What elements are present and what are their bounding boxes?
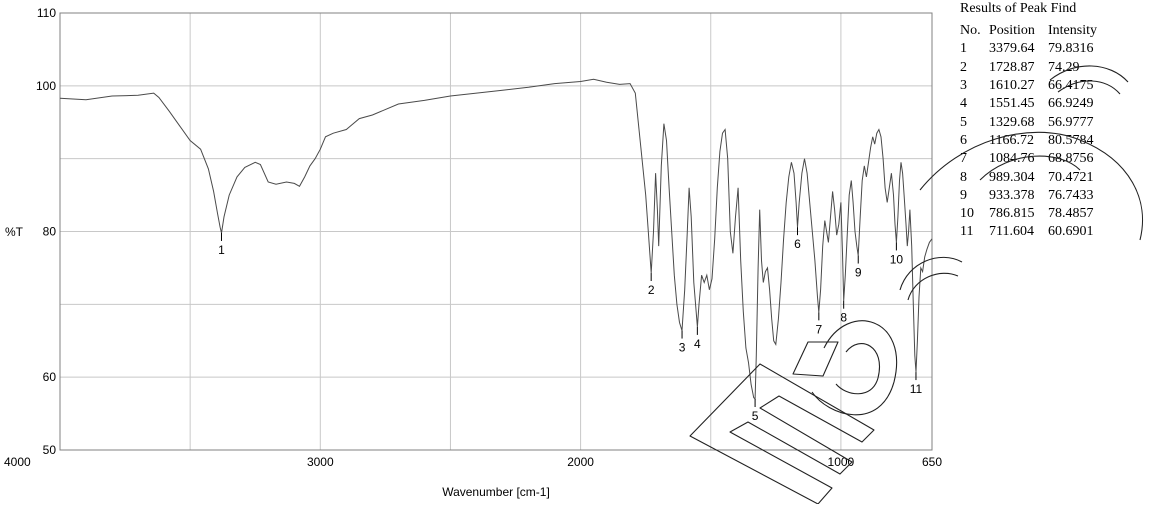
peak-position-cell: 3379.64 bbox=[989, 41, 1035, 57]
peak-table-row: 11 711.604 60.6901 bbox=[960, 223, 1112, 241]
x-tick-label: 1000 bbox=[828, 455, 855, 469]
y-tick-label: 50 bbox=[43, 443, 57, 457]
peak-no-cell: 10 bbox=[960, 206, 974, 222]
peak-intensity-cell: 74.29 bbox=[1048, 59, 1080, 75]
peak-intensity-cell: 79.8316 bbox=[1048, 41, 1094, 57]
peak-no-cell: 3 bbox=[960, 78, 967, 94]
peak-labels: 1 2 3 4 5 6 7 8 9 10 11 bbox=[218, 227, 923, 423]
y-tick-label: 80 bbox=[43, 225, 57, 239]
x-tick-label: 3000 bbox=[307, 455, 334, 469]
peak-table-row: 2 1728.87 74.29 bbox=[960, 59, 1112, 77]
peak-table-row: 9 933.378 76.7433 bbox=[960, 187, 1112, 205]
peak-intensity-cell: 76.7433 bbox=[1048, 187, 1094, 203]
peak-no-cell: 9 bbox=[960, 187, 967, 203]
peak-label: 7 bbox=[815, 322, 822, 336]
peak-intensity-cell: 66.4175 bbox=[1048, 78, 1094, 94]
peak-no-cell: 4 bbox=[960, 96, 967, 112]
y-tick-label: 100 bbox=[36, 79, 56, 93]
peak-position-cell: 786.815 bbox=[989, 206, 1035, 222]
peak-label: 8 bbox=[840, 311, 847, 325]
peak-table-row: 5 1329.68 56.9777 bbox=[960, 113, 1112, 131]
column-header-position: Position bbox=[989, 23, 1035, 39]
x-axis-ticks: 4000 3000 2000 1000 650 bbox=[4, 455, 942, 469]
grid-layer bbox=[60, 13, 932, 450]
peak-no-cell: 2 bbox=[960, 59, 967, 75]
peak-intensity-cell: 56.9777 bbox=[1048, 114, 1094, 130]
peak-table-row: 3 1610.27 66.4175 bbox=[960, 77, 1112, 95]
peak-table-row: 4 1551.45 66.9249 bbox=[960, 95, 1112, 113]
peak-intensity-cell: 78.4857 bbox=[1048, 206, 1094, 222]
peak-label: 5 bbox=[752, 409, 759, 423]
peak-position-cell: 1084.76 bbox=[989, 151, 1035, 167]
y-tick-label: 110 bbox=[37, 6, 56, 20]
x-tick-label: 4000 bbox=[4, 455, 31, 469]
peak-position-cell: 1166.72 bbox=[989, 132, 1034, 148]
peak-table-row: 8 989.304 70.4721 bbox=[960, 168, 1112, 186]
spectrum-line bbox=[59, 78, 933, 401]
peak-intensity-cell: 68.8756 bbox=[1048, 151, 1094, 167]
column-header-no: No. bbox=[960, 23, 981, 39]
peak-position-cell: 1551.45 bbox=[989, 96, 1035, 112]
peak-table-row: 10 786.815 78.4857 bbox=[960, 205, 1112, 223]
peak-table-body: 1 3379.64 79.8316 2 1728.87 74.29 3 1610.27 66.4… bbox=[960, 40, 1112, 241]
peak-no-cell: 6 bbox=[960, 132, 967, 148]
peak-intensity-cell: 66.9249 bbox=[1048, 96, 1094, 112]
peak-table-row: 6 1166.72 80.5784 bbox=[960, 132, 1112, 150]
peak-position-cell: 1329.68 bbox=[989, 114, 1035, 130]
peak-intensity-cell: 70.4721 bbox=[1048, 169, 1094, 185]
peak-no-cell: 11 bbox=[960, 224, 974, 240]
peak-position-cell: 989.304 bbox=[989, 169, 1035, 185]
y-tick-label: 60 bbox=[43, 370, 57, 384]
peak-label: 3 bbox=[679, 341, 686, 355]
peak-label: 4 bbox=[694, 337, 701, 351]
peak-label: 9 bbox=[855, 266, 862, 280]
peak-label: 1 bbox=[218, 243, 225, 257]
peak-label: 2 bbox=[648, 283, 655, 297]
peak-intensity-cell: 60.6901 bbox=[1048, 224, 1094, 240]
peak-position-cell: 1610.27 bbox=[989, 78, 1035, 94]
peak-label: 11 bbox=[910, 382, 923, 396]
peak-no-cell: 1 bbox=[960, 41, 967, 57]
x-tick-label: 2000 bbox=[567, 455, 594, 469]
peak-position-cell: 1728.87 bbox=[989, 59, 1035, 75]
peak-find-table: Results of Peak Find No. Position Intens… bbox=[960, 0, 1153, 242]
peak-table-row: 1 3379.64 79.8316 bbox=[960, 40, 1112, 58]
y-axis-ticks: 50 60 80 100 110 bbox=[36, 6, 56, 457]
peak-no-cell: 5 bbox=[960, 114, 967, 130]
column-header-intensity: Intensity bbox=[1048, 23, 1097, 39]
peak-table-header: No. Position Intensity bbox=[960, 22, 1112, 40]
x-axis-label: Wavenumber [cm-1] bbox=[442, 485, 550, 499]
peak-position-cell: 933.378 bbox=[989, 187, 1035, 203]
x-tick-label: 650 bbox=[922, 455, 942, 469]
peak-no-cell: 8 bbox=[960, 169, 967, 185]
peak-label: 10 bbox=[890, 252, 904, 266]
peak-label: 6 bbox=[794, 237, 801, 251]
peak-no-cell: 7 bbox=[960, 151, 967, 167]
peak-intensity-cell: 80.5784 bbox=[1048, 132, 1094, 148]
peak-table-grid: No. Position Intensity 1 3379.64 79.8316 2 1… bbox=[960, 22, 1112, 242]
peak-table-title: Results of Peak Find bbox=[960, 1, 1077, 16]
peak-table-row: 7 1084.76 68.8756 bbox=[960, 150, 1112, 168]
peak-position-cell: 711.604 bbox=[989, 224, 1034, 240]
y-axis-label: %T bbox=[5, 225, 24, 239]
